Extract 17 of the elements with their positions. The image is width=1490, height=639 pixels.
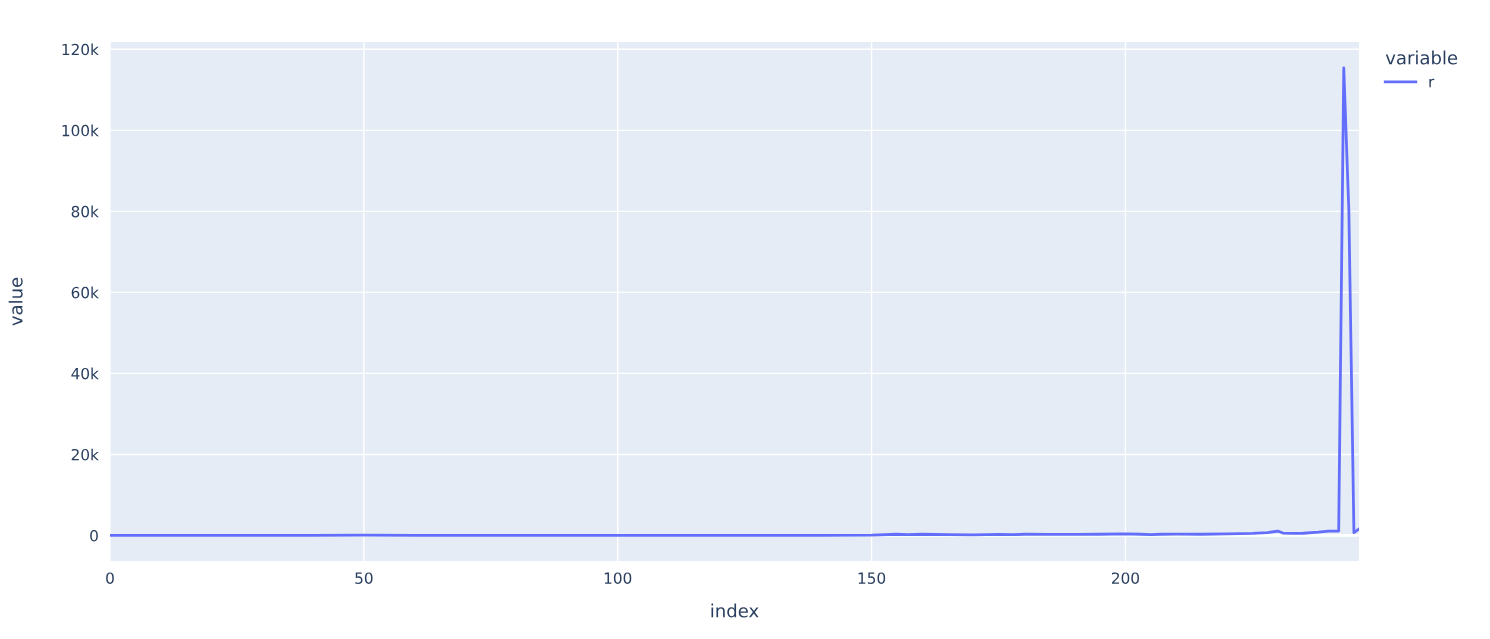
x-tick-label: 0 [106, 572, 114, 584]
y-tick-label: 60k [71, 286, 99, 299]
legend-label: r [1429, 78, 1435, 88]
y-tick-label: 120k [62, 43, 99, 56]
x-axis-title: index [711, 603, 759, 618]
legend-title: variable [1385, 50, 1458, 65]
y-tick-label: 20k [71, 448, 99, 461]
x-tick-label: 200 [1111, 572, 1140, 584]
y-tick-label: 0 [90, 529, 98, 542]
y-axis-title: value [8, 277, 23, 326]
x-tick-label: 150 [858, 572, 886, 584]
y-tick-label: 40k [71, 367, 99, 380]
x-tick-label: 100 [604, 572, 632, 584]
x-tick-label: 50 [355, 572, 373, 584]
y-tick-label: 100k [62, 124, 99, 137]
y-tick-label: 80k [71, 205, 99, 218]
line-series [110, 66, 1359, 537]
